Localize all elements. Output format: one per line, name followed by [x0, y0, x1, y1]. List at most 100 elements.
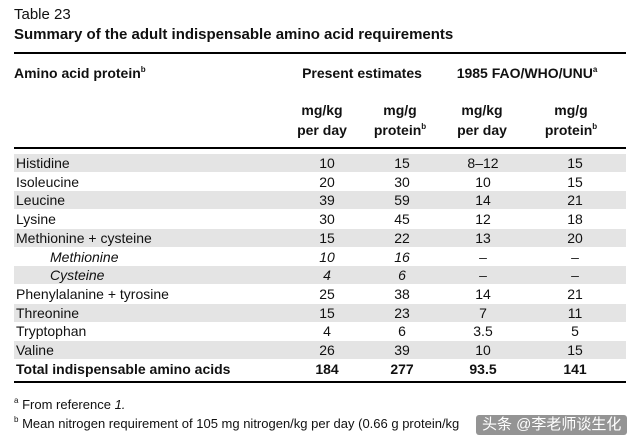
- cell: 25: [319, 285, 335, 302]
- cell: 10: [475, 173, 491, 190]
- text: Amino acid protein: [14, 65, 141, 81]
- cell: 10: [319, 248, 335, 265]
- footnote-text: From reference: [22, 397, 115, 412]
- cell: 277: [390, 360, 414, 377]
- cell: 21: [567, 285, 583, 302]
- row-label: Histidine: [16, 155, 70, 171]
- cell: 8–12: [467, 155, 499, 171]
- cell: 22: [394, 229, 410, 246]
- cell: 21: [567, 192, 583, 209]
- cell: 39: [319, 192, 335, 209]
- group-header: Present estimates: [302, 65, 422, 81]
- row-label: Tryptophan: [16, 323, 87, 340]
- header-line: protein: [373, 122, 422, 138]
- cell: 4: [323, 323, 331, 340]
- cell: 10: [475, 342, 491, 358]
- watermark: 头条 @李老师谈生化: [476, 415, 628, 435]
- cell: 30: [394, 173, 410, 190]
- superscript: b: [592, 122, 598, 131]
- cell: 15: [567, 155, 583, 171]
- cell: 11: [567, 304, 583, 321]
- cell: 5: [571, 323, 579, 340]
- column-header: mg/kg per day: [297, 100, 347, 140]
- row-shade: [14, 266, 626, 285]
- cell: 141: [563, 360, 587, 377]
- rule: [14, 52, 626, 54]
- cell: 6: [398, 323, 406, 340]
- cell: 3.5: [473, 323, 493, 340]
- cell: 13: [475, 229, 491, 246]
- cell: 14: [475, 285, 491, 302]
- cell: 15: [567, 173, 583, 190]
- row-shade: [14, 228, 626, 247]
- cell: 38: [394, 285, 410, 302]
- superscript: b: [421, 122, 427, 131]
- cell: 15: [319, 229, 335, 246]
- cell: –: [571, 248, 579, 265]
- row-label: Leucine: [16, 192, 66, 209]
- row-label: Cysteine: [50, 267, 105, 284]
- header-line: mg/kg: [461, 102, 503, 118]
- row-label: Phenylalanine + tyrosine: [16, 285, 169, 302]
- row-label: Methionine: [50, 248, 119, 265]
- cell: 18: [567, 211, 583, 228]
- cell: –: [571, 267, 579, 284]
- cell: 16: [394, 248, 410, 265]
- text: 1985 FAO/WHO/UNU: [456, 65, 593, 81]
- cell: 14: [475, 192, 491, 209]
- row-label: Total indispensable amino acids: [16, 360, 231, 377]
- cell: 30: [319, 211, 335, 228]
- footnote-mark: a: [14, 396, 19, 405]
- footnote-ref: 1.: [114, 397, 126, 412]
- row-label: Methionine + cysteine: [16, 229, 152, 246]
- cell: 26: [319, 342, 335, 358]
- superscript: b: [140, 65, 146, 74]
- header-line: mg/kg: [301, 102, 343, 118]
- cell: 15: [394, 155, 410, 171]
- header-line: mg/g: [383, 102, 417, 118]
- row-shade: [14, 191, 626, 210]
- row-label-header: Amino acid proteinb: [14, 65, 146, 81]
- cell: 59: [394, 192, 410, 209]
- cell: 20: [319, 173, 335, 190]
- cell: 10: [319, 155, 335, 171]
- cell: 6: [398, 267, 406, 284]
- superscript: a: [592, 65, 598, 74]
- header-line: protein: [544, 122, 593, 138]
- cell: 23: [394, 304, 410, 321]
- rule: [14, 381, 626, 383]
- header-line: per day: [457, 122, 507, 138]
- column-header: mg/g proteinb: [545, 100, 597, 140]
- cell: –: [479, 248, 487, 265]
- cell: 4: [323, 267, 331, 284]
- column-header: mg/kg per day: [457, 100, 507, 140]
- cell: 20: [567, 229, 583, 246]
- row-shade: [14, 154, 626, 172]
- group-header: 1985 FAO/WHO/UNUa: [457, 65, 598, 81]
- row-label: Valine: [16, 342, 54, 358]
- row-label: Lysine: [16, 211, 56, 228]
- row-label: Threonine: [16, 304, 80, 321]
- footnote: a From reference 1.: [14, 397, 125, 413]
- cell: 184: [315, 360, 339, 377]
- cell: –: [479, 267, 487, 284]
- header-line: mg/g: [554, 102, 588, 118]
- rule: [14, 147, 626, 149]
- cell: 45: [394, 211, 410, 228]
- row-shade: [14, 303, 626, 322]
- cell: 12: [475, 211, 491, 228]
- header-line: per day: [297, 122, 347, 138]
- title: Summary of the adult indispensable amino…: [14, 26, 454, 43]
- row-shade: [14, 341, 626, 359]
- row-label: Isoleucine: [16, 173, 80, 190]
- cell: 15: [319, 304, 335, 321]
- column-header: mg/g proteinb: [374, 100, 426, 140]
- cell: 93.5: [469, 360, 497, 377]
- footnote: b Mean nitrogen requirement of 105 mg ni…: [14, 416, 459, 432]
- footnote-mark: b: [14, 415, 19, 424]
- cell: 39: [394, 342, 410, 358]
- cell: 7: [479, 304, 487, 321]
- caption: Table 23: [14, 6, 71, 23]
- cell: 15: [567, 342, 583, 358]
